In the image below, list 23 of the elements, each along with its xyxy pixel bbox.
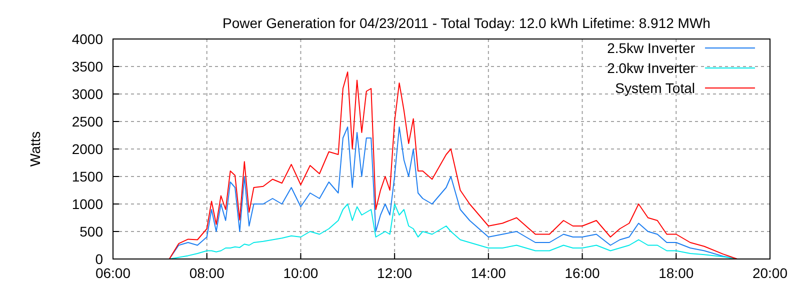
- x-tick-label: 10:00: [283, 265, 318, 281]
- y-tick-label: 1000: [72, 196, 104, 212]
- y-tick-label: 3500: [72, 58, 104, 74]
- legend-label: System Total: [615, 80, 695, 96]
- line-series: [168, 72, 738, 260]
- chart-title: Power Generation for 04/23/2011 - Total Today: 12.0 kWh Lifetime: 8.912 MWh: [222, 15, 710, 31]
- legend-label: 2.0kw Inverter: [607, 60, 696, 76]
- y-tick-label: 2000: [72, 141, 104, 157]
- y-tick-label: 0: [95, 251, 104, 267]
- y-tick-label: 1500: [72, 168, 104, 184]
- legend-label: 2.5kw Inverter: [607, 40, 696, 56]
- y-tick-label: 2500: [72, 114, 104, 130]
- x-tick-label: 20:00: [752, 265, 788, 281]
- y-axis-title: Watts: [27, 131, 43, 167]
- x-tick-label: 12:00: [377, 265, 412, 281]
- x-tick-label: 06:00: [95, 265, 131, 281]
- x-tick-label: 14:00: [470, 265, 506, 281]
- y-tick-label: 4000: [72, 31, 104, 47]
- x-tick-label: 16:00: [564, 265, 600, 281]
- x-tick-label: 18:00: [658, 265, 694, 281]
- y-tick-label: 3000: [72, 86, 104, 102]
- x-tick-label: 08:00: [189, 265, 225, 281]
- y-tick-label: 500: [80, 224, 104, 240]
